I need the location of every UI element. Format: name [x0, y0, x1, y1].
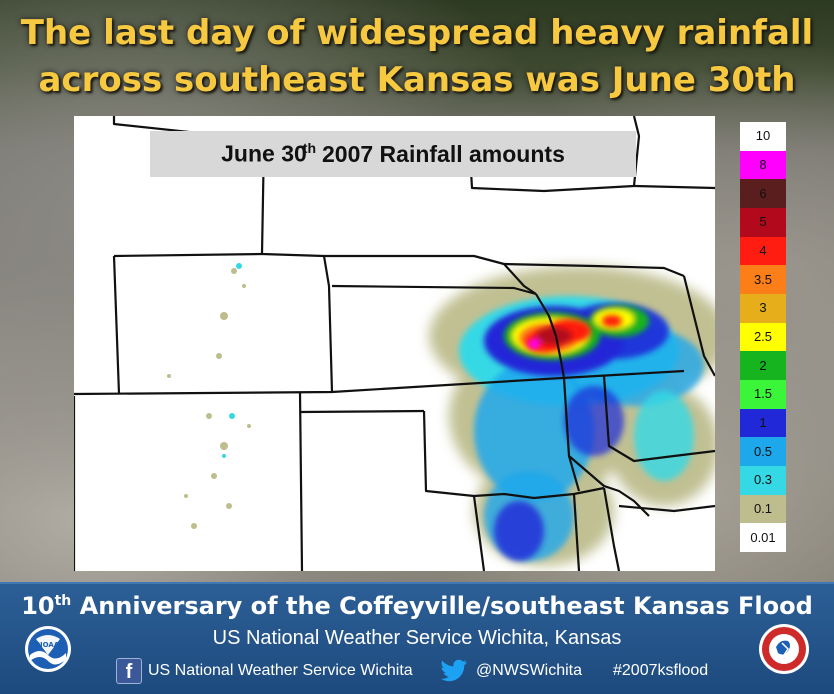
legend-label: 0.3	[753, 472, 773, 488]
facebook-label: US National Weather Service Wichita	[148, 662, 413, 679]
headline: The last day of widespread heavy rainfal…	[0, 10, 834, 104]
anniversary-number: 10	[21, 592, 55, 620]
legend-swatch	[740, 408, 786, 438]
office-name: US National Weather Service Wichita, Kan…	[212, 627, 622, 649]
anniversary-text: Anniversary of the Coffeyville/southeast…	[71, 592, 813, 620]
legend-swatch	[740, 179, 786, 209]
legend-swatch	[740, 523, 786, 553]
legend-label: 8	[759, 157, 767, 172]
legend-swatch	[740, 208, 786, 238]
rainfall-map: June 30th 2007 Rainfall amounts	[74, 116, 715, 571]
twitter-link[interactable]: @NWSWichita	[440, 657, 582, 685]
legend-swatch	[740, 466, 786, 496]
legend-label: 2	[759, 357, 767, 373]
legend-swatch	[740, 294, 786, 324]
headline-line-1: The last day of widespread heavy rainfal…	[20, 13, 814, 53]
legend-label: 3	[759, 300, 767, 316]
legend-label: 1	[759, 415, 767, 430]
legend-label: 5	[759, 214, 767, 230]
legend-swatch	[740, 494, 786, 524]
legend-label: 6	[759, 185, 767, 201]
map-title-date: June 30	[221, 140, 307, 167]
legend-label: 3.5	[753, 271, 773, 287]
legend-label: 0.01	[750, 529, 776, 545]
legend-label: 0.1	[753, 501, 773, 516]
legend-swatch	[740, 351, 786, 381]
anniversary-title: 10th Anniversary of the Coffeyville/sout…	[0, 592, 834, 620]
map-graphic	[74, 116, 715, 571]
legend-swatch	[740, 265, 786, 295]
nws-logo	[759, 624, 809, 674]
anniversary-ordinal: th	[54, 593, 72, 609]
legend-label: 2.5	[753, 329, 773, 344]
legend-swatch	[740, 322, 786, 352]
map-title-rest: 2007 Rainfall amounts	[322, 140, 565, 167]
legend-label: 1.5	[753, 386, 773, 402]
legend-label: 0.5	[753, 443, 773, 459]
hashtag-label: #2007ksflood	[613, 662, 709, 679]
noaa-logo: NOAA	[25, 626, 71, 672]
twitter-handle: @NWSWichita	[476, 662, 583, 679]
map-title-ordinal: th	[302, 140, 316, 157]
legend-swatch	[740, 437, 786, 467]
map-title: June 30th 2007 Rainfall amounts	[150, 131, 636, 177]
headline-line-2: across southeast Kansas was June 30th	[38, 60, 796, 100]
footer-banner: 10th Anniversary of the Coffeyville/sout…	[0, 582, 834, 694]
facebook-icon: f	[116, 658, 142, 684]
legend-swatch	[740, 236, 786, 266]
legend-label: 10	[755, 128, 771, 144]
hashtag-text: #2007ksflood	[613, 657, 708, 685]
legend-swatch	[740, 380, 786, 410]
noaa-logo-text: NOAA	[37, 641, 60, 649]
rainfall-legend: 10 8 6 5 4 3.5 3 2.5 2 1.5 1 0.5 0.3 0.1 0.01	[740, 122, 786, 553]
rainfall-shading	[167, 263, 715, 566]
facebook-link[interactable]: f US National Weather Service Wichita	[116, 657, 413, 685]
legend-swatch	[740, 150, 786, 180]
twitter-icon	[440, 659, 467, 682]
legend-label: 4	[759, 243, 767, 258]
legend-swatch	[740, 122, 786, 152]
